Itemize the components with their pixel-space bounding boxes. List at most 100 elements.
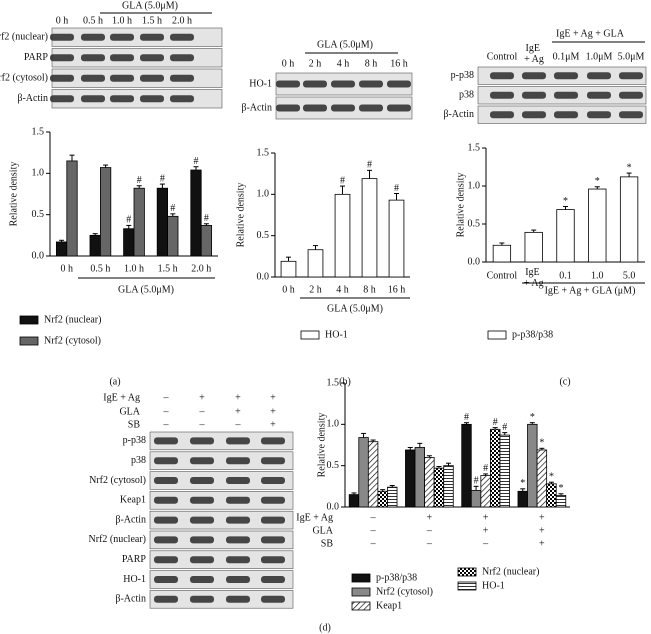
bar	[334, 193, 351, 278]
blot-row-label: PARP	[122, 554, 147, 565]
legend-label: HO-1	[325, 329, 348, 340]
significance-marker: *	[563, 196, 568, 207]
blot-band	[110, 95, 134, 103]
panel-label: (c)	[559, 376, 570, 387]
y-tick-label: 0.0	[32, 250, 45, 261]
blot-band	[140, 33, 164, 41]
blot-row-label: β-Actin	[443, 109, 474, 120]
blot-row-label: Nrf2 (cytosol)	[89, 475, 146, 486]
blot-header: GLA (5.0μM)	[317, 39, 373, 50]
blot-row	[149, 550, 294, 569]
condition-label: GLA	[119, 406, 140, 417]
blot-row-label: HO-1	[249, 78, 272, 89]
significance-marker: #	[160, 173, 165, 184]
bar	[190, 169, 202, 257]
y-tick-label: 0.5	[468, 218, 481, 229]
condition-value: –	[426, 525, 433, 536]
blot-band	[522, 72, 546, 80]
x-tick-label: 0.1	[559, 270, 572, 281]
legend-label: p-p38/p38	[512, 329, 553, 340]
blot-row-label: Nrf2 (nuclear)	[89, 534, 146, 545]
bar	[492, 244, 512, 263]
condition-value: –	[235, 419, 242, 430]
bar	[133, 187, 145, 257]
blot-row-label: β-Actin	[115, 514, 146, 525]
blot-band	[554, 72, 578, 80]
legend-label: Nrf2 (nuclear)	[482, 566, 539, 577]
blot-band	[619, 91, 643, 99]
blot-band	[154, 595, 178, 603]
blot-row-label: p38	[131, 455, 146, 466]
x-tick-label: Control	[487, 270, 518, 281]
condition-label: SB	[128, 419, 141, 430]
blot-band	[110, 33, 134, 41]
condition-value: +	[235, 406, 241, 417]
blot-band	[154, 556, 178, 564]
legend-swatch	[300, 330, 320, 340]
blot-band	[170, 33, 194, 41]
blot-band	[140, 95, 164, 103]
condition-value: –	[426, 538, 433, 549]
bar	[156, 187, 169, 257]
lane-label: 4 h	[337, 58, 350, 69]
legend-label: Keap1	[376, 600, 402, 611]
blot-row	[51, 27, 223, 47]
x-tick-label: 1.0	[591, 270, 604, 281]
blot-band	[154, 536, 178, 544]
y-tick-label: 1.0	[468, 180, 481, 191]
bar	[405, 449, 416, 508]
significance-marker: #	[340, 175, 345, 186]
significance-marker: #	[137, 175, 142, 186]
blot-row-label: p38	[459, 90, 474, 101]
blot-band	[190, 477, 214, 484]
x-tick-label: IgE + Ag	[524, 267, 544, 289]
x-axis-label: IgE + Ag + GLA (μM)	[545, 285, 636, 296]
blot-band	[50, 33, 74, 41]
condition-value: –	[199, 419, 206, 430]
bar	[556, 209, 575, 263]
blot-row-label: Keap1	[120, 495, 146, 506]
x-axis-label: GLA (5.0μM)	[327, 303, 383, 314]
y-tick-label: 0.5	[327, 460, 340, 471]
condition-value: +	[539, 538, 545, 549]
blot-band	[619, 72, 643, 80]
blot-band	[261, 457, 285, 465]
bar	[66, 160, 78, 257]
blot-band	[226, 457, 250, 465]
blot-band	[587, 91, 611, 99]
legend-swatch	[351, 573, 371, 583]
blot-band	[359, 80, 383, 88]
blot-band	[154, 457, 178, 465]
y-tick-label: 0.5	[32, 209, 45, 220]
blot-band	[190, 457, 214, 465]
blot-band	[140, 74, 164, 82]
legend-label: p-p38/p38	[376, 572, 417, 583]
lane-label: IgE + Ag	[524, 43, 544, 65]
blot-band	[554, 111, 578, 119]
blot-row	[149, 570, 294, 589]
blot-row	[51, 89, 223, 109]
bar	[361, 178, 378, 278]
blot-band	[190, 516, 214, 524]
significance-marker: *	[559, 483, 564, 494]
blot-band	[587, 72, 611, 80]
significance-marker: *	[520, 478, 525, 489]
blot-band	[81, 54, 105, 62]
condition-value: +	[199, 392, 205, 403]
blot-band	[50, 54, 74, 62]
bar	[200, 225, 213, 257]
y-tick-label: 1.0	[257, 189, 270, 200]
blot-band	[190, 556, 214, 564]
bar	[555, 495, 567, 508]
y-axis-label: Relative density	[8, 162, 19, 227]
blot-row	[51, 68, 223, 88]
panel-label: (b)	[339, 376, 351, 387]
blot-band	[587, 111, 611, 119]
blot-row-label: Nrf2 (nuclear)	[0, 32, 48, 43]
condition-value: –	[163, 406, 170, 417]
condition-label: GLA	[312, 525, 333, 536]
blot-row	[149, 590, 294, 609]
blot-row-label: p-p38	[451, 70, 474, 81]
condition-label: IgE + Ag	[103, 392, 140, 403]
significance-marker: *	[595, 176, 600, 187]
